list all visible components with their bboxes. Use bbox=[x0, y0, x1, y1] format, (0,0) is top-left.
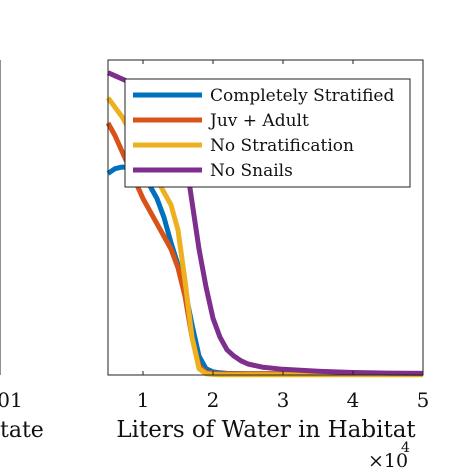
x-tick-label: 5 bbox=[417, 388, 430, 412]
x-multiplier-base: ×10 bbox=[368, 450, 408, 472]
x-axis-label: Liters of Water in Habitat bbox=[116, 417, 416, 443]
legend-entries: Completely Stratified Juv + Adult No Strat… bbox=[133, 86, 394, 181]
x-tick-label: 2 bbox=[207, 388, 220, 412]
legend-label-4: No Snails bbox=[210, 161, 293, 181]
x-multiplier: ×10 4 bbox=[368, 440, 410, 472]
left-panel-tick-label: 01 bbox=[0, 388, 23, 412]
legend-label-3: No Stratification bbox=[210, 136, 354, 156]
x-multiplier-exponent: 4 bbox=[401, 440, 410, 456]
x-ticks: 1 2 3 4 5 bbox=[137, 60, 430, 412]
series-line-1 bbox=[106, 164, 423, 377]
x-tick-label: 1 bbox=[137, 388, 150, 412]
left-panel-axis-label: tate bbox=[0, 418, 44, 443]
legend-label-2: Juv + Adult bbox=[208, 111, 309, 131]
x-tick-label: 3 bbox=[277, 388, 290, 412]
legend-label-1: Completely Stratified bbox=[210, 86, 394, 106]
x-tick-label: 4 bbox=[347, 388, 360, 412]
legend: Completely Stratified Juv + Adult No Strat… bbox=[124, 78, 411, 188]
axes-box bbox=[107, 59, 424, 376]
